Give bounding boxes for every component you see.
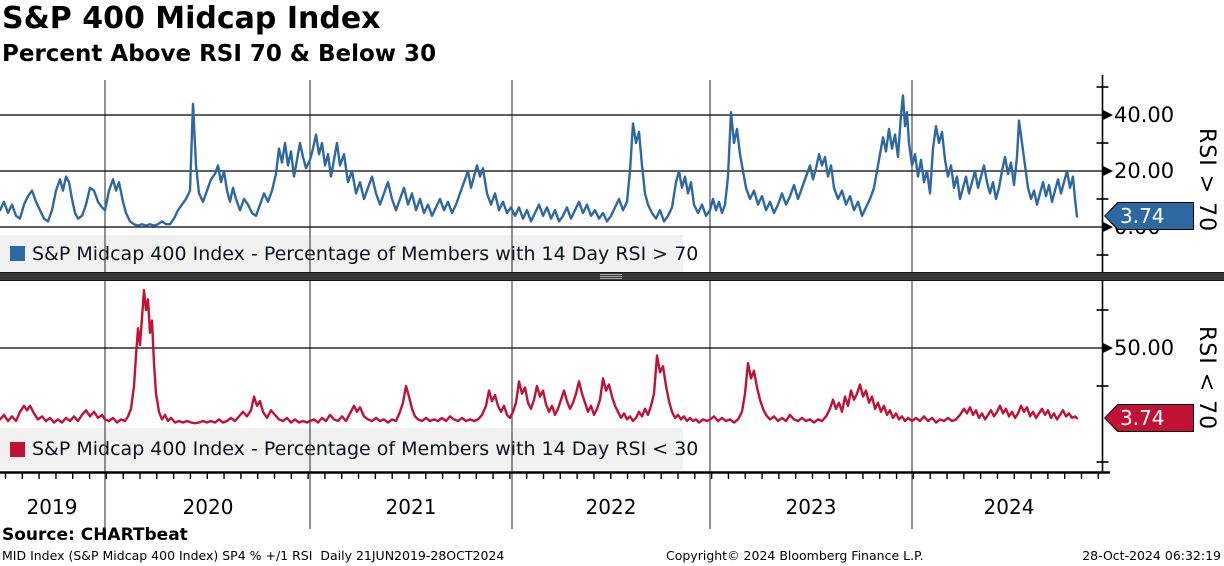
footer-security-info: MID Index (S&P Midcap 400 Index) SP4 % +… (2, 548, 505, 563)
footer-row: MID Index (S&P Midcap 400 Index) SP4 % +… (0, 546, 1224, 564)
last-value-badge-bottom: 3.74 (1104, 404, 1194, 432)
last-value-top: 3.74 (1120, 204, 1165, 228)
xtick-year-2023: 2023 (785, 495, 837, 519)
legend-marker-blue-icon (10, 246, 25, 261)
legend-row-rsi-below-30[interactable]: S&P Midcap 400 Index - Percentage of Mem… (0, 428, 698, 470)
last-value-bottom: 3.74 (1120, 406, 1165, 430)
right-axis-title-bottom: RSI < 70 (1194, 326, 1219, 431)
ytick-top-40.00: 40.00 (1114, 103, 1175, 127)
last-value-badge-top: 3.74 (1104, 202, 1194, 230)
legend-label-rsi-above-70: S&P Midcap 400 Index - Percentage of Mem… (32, 242, 699, 265)
panel-divider (0, 272, 1224, 281)
xtick-year-2024: 2024 (983, 495, 1035, 519)
ytick-top-20.00: 20.00 (1114, 159, 1175, 183)
page-subtitle: Percent Above RSI 70 & Below 30 (2, 41, 437, 67)
legend-row-rsi-above-70[interactable]: S&P Midcap 400 Index - Percentage of Mem… (0, 235, 698, 272)
xtick-year-2022: 2022 (585, 495, 637, 519)
right-axis-title-top: RSI > 70 (1194, 128, 1219, 233)
xtick-year-2021: 2021 (385, 495, 437, 519)
legend-marker-red-icon (10, 441, 25, 457)
xtick-year-2020: 2020 (182, 495, 234, 519)
legend-label-rsi-below-30: S&P Midcap 400 Index - Percentage of Mem… (32, 438, 699, 460)
panel-splitter-handle[interactable] (600, 274, 622, 279)
footer-copyright: Copyright© 2024 Bloomberg Finance L.P. (666, 548, 924, 563)
footer-source: Source: CHARTbeat (2, 525, 188, 545)
ytick-bottom-50.00: 50.00 (1114, 336, 1175, 360)
page-title: S&P 400 Midcap Index (2, 1, 381, 36)
xtick-year-2019: 2019 (26, 495, 78, 519)
footer-timestamp: 28-Oct-2024 06:32:19 (1082, 548, 1221, 563)
